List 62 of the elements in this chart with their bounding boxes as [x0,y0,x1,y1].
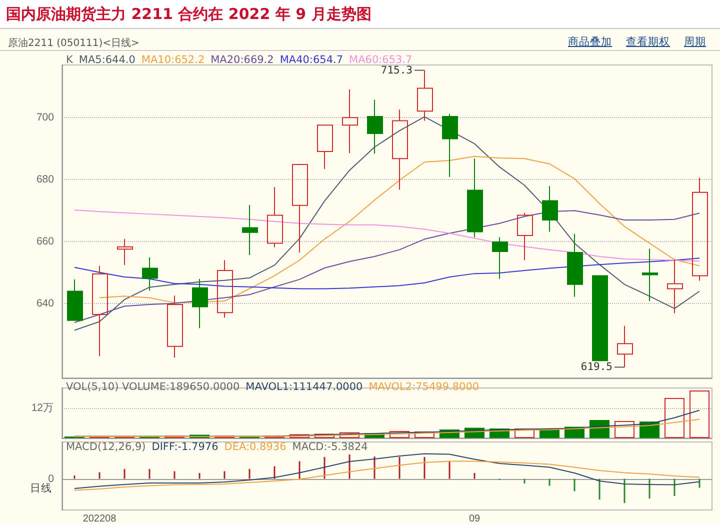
legend-title: MACD(12,26,9) [66,441,146,453]
bar [690,390,710,438]
line-series [99,156,700,304]
candlestick [192,278,208,329]
candlestick [442,113,458,178]
candlestick [117,238,133,266]
text: DEA:0.8936 [224,441,286,453]
y-tick-label: 660 [36,236,54,248]
candlestick [642,248,658,302]
line-series [74,116,700,331]
candlestick [667,259,683,314]
text: MA60:653.7 [349,54,412,66]
bar [664,398,684,438]
text: MACD:-5.3824 [292,441,368,453]
chart-title: 国内原油期货主力 2211 合约在 2022 年 9 月走势图 [0,0,720,29]
y-tick-label: 12万 [31,402,54,414]
candlestick [367,99,383,154]
y-tick-label: 700 [36,112,54,124]
bar [614,421,634,438]
text: MA20:669.2 [210,54,274,66]
text: MAVOL1:111447.0000 [246,381,363,393]
candlestick [692,177,708,282]
candlestick [467,158,483,238]
x-tick-label: 202208 [82,514,117,524]
chart-subtitle: 原油2211 (050111)<日线> [8,36,140,50]
text: MA40:654.7 [280,54,344,66]
line-series [74,258,700,290]
candlestick [217,260,233,318]
candlestick [267,186,283,248]
text: 商品叠加 [568,36,612,48]
candlestick [292,163,308,253]
candlestick [142,256,158,292]
candlestick [67,278,83,321]
annotation: 619.5 [580,361,612,374]
y-tick-label: 680 [36,174,54,186]
candlestick [492,236,508,280]
candlestick [317,124,333,170]
legend-title: VOL(5,10) VOLUME:189650.0000 [66,381,240,393]
bar [340,432,360,438]
text: 周期 [684,36,706,48]
line-series [74,210,700,262]
text: MA5:644.0 [78,54,136,66]
candlestick [592,275,608,362]
text: MA10:652.2 [141,54,205,66]
text: DIFF:-1.7976 [152,441,218,453]
bar [290,434,310,438]
text: MAVOL2:75499.8000 [368,381,480,393]
candlestick [517,212,533,261]
candlestick [542,186,558,232]
y-tick-label: 640 [36,298,54,310]
bar [390,431,410,438]
annotation: 715.3 [380,64,412,76]
x-tick-label: 09 [468,514,480,524]
candlestick [567,233,583,298]
text: 查看期权 [626,36,670,48]
candlestick [392,109,408,190]
candlestick [342,88,358,154]
legend-title: K [66,54,73,66]
candlestick [167,295,183,358]
line-series [74,210,700,324]
candlestick [242,204,258,256]
candlestick [92,265,108,357]
